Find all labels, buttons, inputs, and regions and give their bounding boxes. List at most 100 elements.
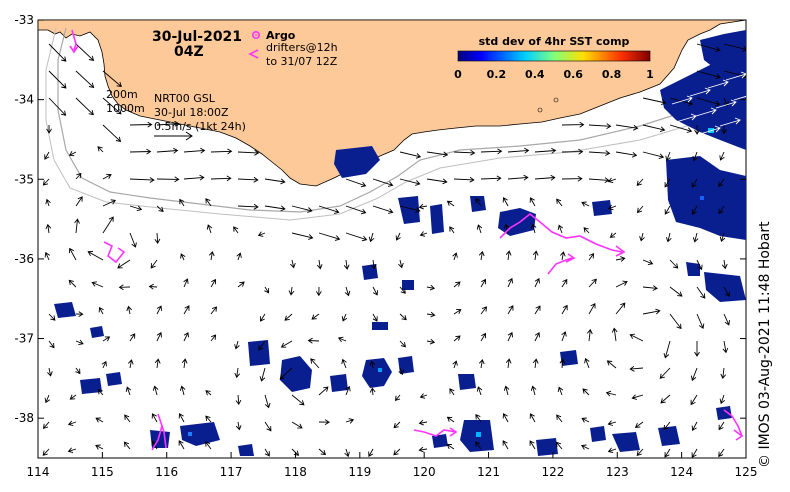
current-arrow <box>452 252 458 261</box>
current-arrow <box>67 420 77 427</box>
current-arrow <box>505 250 512 261</box>
lat-tick-label: -38 <box>14 411 34 425</box>
current-arrow <box>210 148 233 155</box>
current-arrow <box>75 311 84 317</box>
current-vectors <box>42 43 746 458</box>
current-arrow <box>398 259 404 269</box>
current-arrow <box>694 124 700 135</box>
current-arrow <box>588 278 597 288</box>
current-arrow <box>156 120 180 127</box>
current-arrow <box>581 417 590 423</box>
current-arrow <box>345 385 351 396</box>
current-arrow <box>45 198 51 207</box>
current-arrow <box>156 331 162 342</box>
current-arrow <box>615 256 626 262</box>
current-arrow <box>307 337 320 344</box>
current-arrow <box>311 313 320 320</box>
current-arrow <box>75 367 81 375</box>
current-arrow <box>609 232 617 238</box>
current-arrow <box>480 306 488 315</box>
current-arrow <box>259 367 266 382</box>
current-arrow <box>75 70 95 88</box>
drifter-track <box>151 413 167 451</box>
current-arrow <box>264 421 272 432</box>
current-arrow <box>629 333 644 342</box>
current-arrow <box>642 308 661 315</box>
lat-tick-label: -37 <box>14 332 34 346</box>
current-arrow <box>102 199 117 207</box>
current-arrow <box>691 448 698 458</box>
current-arrow <box>237 176 259 183</box>
current-arrow <box>607 204 617 211</box>
current-arrow <box>372 286 378 296</box>
colorbar: std dev of 4hr SST comp 0 0.2 0.4 0.6 0.8 1 <box>454 35 654 81</box>
current-arrow <box>156 305 162 315</box>
current-arrow <box>733 95 746 101</box>
lat-tick-label: -35 <box>14 172 34 186</box>
current-arrow <box>507 277 513 288</box>
current-arrow <box>588 123 612 129</box>
longitude-axis: 114 115 116 117 118 119 120 121 122 123 124 125 <box>27 452 757 479</box>
current-arrow <box>696 313 705 329</box>
current-arrow <box>669 259 679 269</box>
current-arrow <box>337 336 347 343</box>
current-arrow <box>480 332 487 342</box>
current-arrow <box>721 124 727 135</box>
current-arrow <box>369 387 376 396</box>
current-arrow <box>206 224 213 234</box>
current-arrow <box>129 232 137 248</box>
colorbar-ticks: 0 0.2 0.4 0.6 0.8 1 <box>454 68 654 81</box>
current-arrow <box>557 386 564 396</box>
drifter-track <box>723 409 743 437</box>
current-arrow <box>722 340 729 354</box>
colorbar-tick-label: 0 <box>454 68 462 81</box>
current-arrow <box>95 444 104 450</box>
current-arrow <box>318 386 329 396</box>
current-arrow <box>723 313 730 326</box>
current-arrow <box>235 421 242 431</box>
current-arrow <box>291 394 305 406</box>
current-arrow <box>691 178 698 188</box>
current-arrow <box>607 177 617 184</box>
current-arrow <box>530 385 537 396</box>
current-arrow <box>151 413 158 423</box>
current-arrow <box>156 205 164 212</box>
current-arrow <box>642 124 666 133</box>
current-arrow <box>534 277 540 288</box>
current-arrow <box>502 440 509 450</box>
isobath-1000m <box>45 27 746 221</box>
current-arrow <box>529 440 536 450</box>
lon-tick-label: 124 <box>670 465 693 479</box>
current-arrow <box>555 441 563 450</box>
current-arrow <box>671 95 693 105</box>
current-arrow <box>205 441 212 450</box>
current-arrow <box>707 79 729 89</box>
current-arrow <box>68 150 77 157</box>
current-arrow <box>42 178 50 186</box>
current-arrow <box>718 448 725 458</box>
current-arrow <box>642 97 667 106</box>
current-arrow <box>129 177 155 183</box>
current-arrow <box>310 358 320 369</box>
current-arrow <box>398 367 404 376</box>
current-arrow <box>507 331 513 342</box>
current-arrow <box>205 415 212 423</box>
current-arrow <box>44 394 51 404</box>
contour-200m-label: 200m <box>106 88 138 101</box>
current-arrow <box>345 205 367 215</box>
current-arrow <box>452 360 458 369</box>
current-arrow <box>124 414 131 423</box>
current-arrow <box>615 124 639 131</box>
current-arrow <box>280 340 293 348</box>
current-arrow <box>129 333 136 342</box>
sst-stddev-patches <box>54 30 746 456</box>
current-arrow <box>588 253 595 261</box>
current-arrow <box>689 87 711 97</box>
current-arrow <box>636 448 644 457</box>
current-arrow <box>615 302 626 315</box>
current-arrow <box>129 148 152 155</box>
current-arrow <box>237 281 245 288</box>
current-arrow <box>690 367 698 382</box>
current-arrow <box>723 286 730 297</box>
lon-tick-label: 117 <box>220 465 243 479</box>
